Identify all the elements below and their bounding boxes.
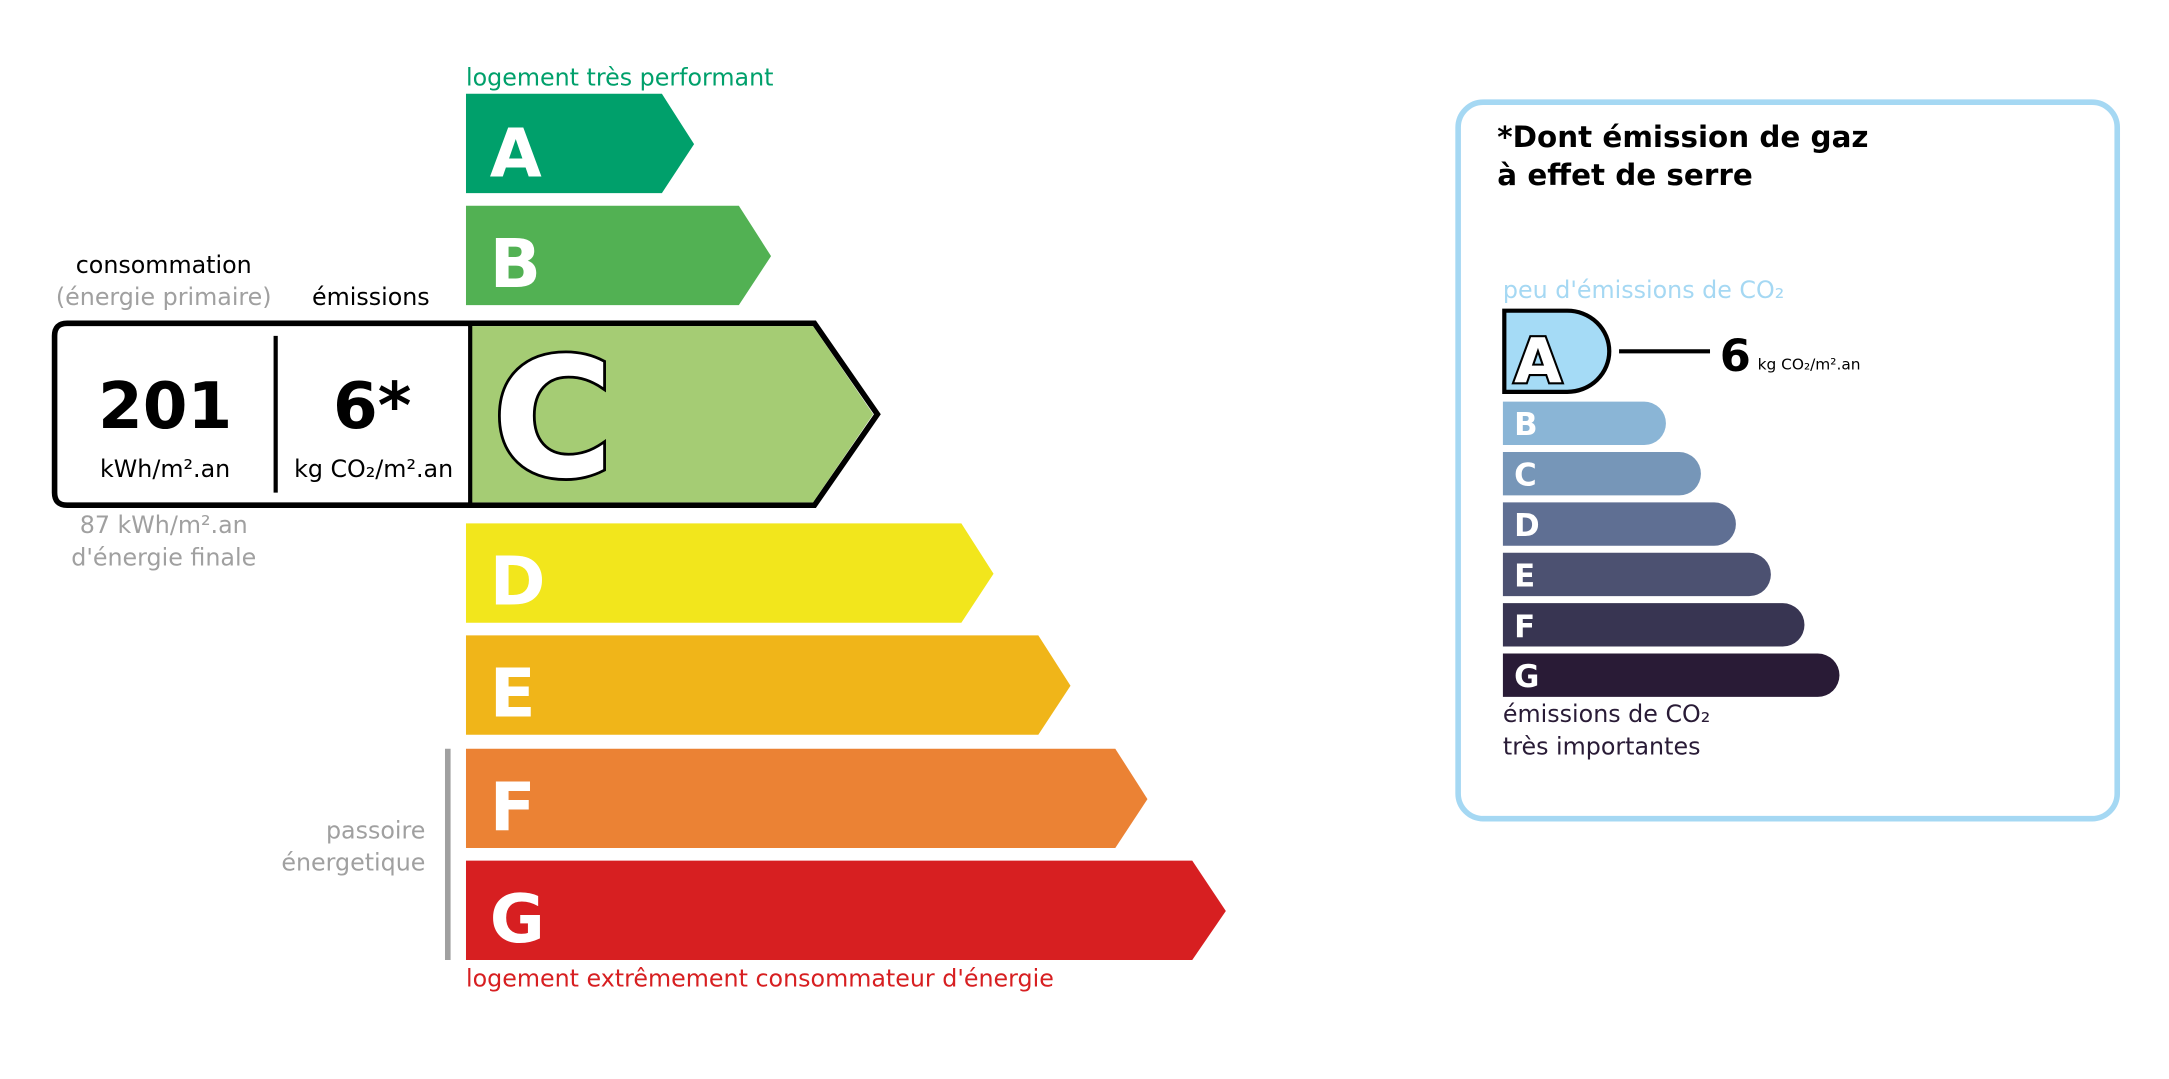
- dpe-bar-f-shape: [465, 748, 1148, 849]
- ges-bar-f: F: [1502, 603, 1805, 647]
- consumption-unit: kWh/m².an: [100, 455, 230, 483]
- ges-value: 6: [1720, 329, 1751, 382]
- consumption-value: 201: [98, 369, 232, 444]
- ges-top-label: peu d'émissions de CO₂: [1503, 276, 1784, 304]
- dpe-bar-g-shape: [465, 860, 1226, 961]
- ges-bar-b: B: [1502, 401, 1666, 446]
- ges-bar-e-shape: [1502, 552, 1771, 597]
- dpe-current-class: C 201 kWh/m².an 6* kg CO₂/m².an: [51, 320, 881, 518]
- ges-bar-d: D: [1502, 502, 1736, 546]
- ges-bottom-label-line1: émissions de CO₂: [1503, 700, 1710, 728]
- dpe-bar-e: E: [465, 635, 1071, 735]
- ges-bar-c: C: [1502, 452, 1701, 496]
- ges-bar-g: G: [1502, 653, 1840, 697]
- consumption-label: consommation: [76, 251, 252, 279]
- final-energy-label: d'énergie finale: [71, 543, 256, 571]
- dpe-bar-g: G: [465, 860, 1226, 961]
- emissions-value: 6*: [333, 369, 411, 444]
- passoire-label-line1: passoire: [326, 816, 425, 844]
- ges-bar-f-shape: [1502, 603, 1805, 647]
- dpe-bar-a-letter: A: [490, 114, 542, 192]
- dpe-bar-b-shape: [465, 205, 772, 306]
- dpe-bar-f-letter: F: [490, 768, 536, 846]
- dpe-bar-g-letter: G: [490, 880, 545, 958]
- dpe-bar-a: A: [465, 93, 695, 194]
- ges-bar-c-letter: C: [1514, 458, 1537, 494]
- dpe-bar-d-letter: D: [490, 543, 546, 621]
- dpe-bar-d-shape: [465, 523, 994, 623]
- ges-bottom-label-line2: très importantes: [1503, 732, 1701, 760]
- ges-panel: *Dont émission de gaz à effet de serre p…: [1455, 99, 2121, 822]
- ges-bar-a-shape: [1502, 308, 1612, 394]
- ges-title-line2: à effet de serre: [1497, 158, 1752, 192]
- ges-bar-a-letter: A: [1514, 325, 1562, 397]
- ges-bar-c-shape: [1502, 452, 1701, 496]
- ges-bar-b-letter: B: [1514, 407, 1537, 443]
- dpe-bar-b-letter: B: [490, 225, 541, 303]
- dpe-bar-c-shape: [470, 326, 874, 503]
- dpe-bar-a-shape: [465, 93, 695, 194]
- ges-bar-e: E: [1502, 552, 1771, 597]
- ges-title-line1: *Dont émission de gaz: [1497, 120, 1868, 154]
- dpe-bottom-label: logement extrêmement consommateur d'éner…: [466, 965, 1054, 993]
- emissions-unit: kg CO₂/m².an: [294, 455, 453, 483]
- dpe-bar-b: B: [465, 205, 772, 306]
- ges-bar-e-letter: E: [1514, 558, 1535, 594]
- final-energy-value: 87 kWh/m².an: [80, 511, 248, 539]
- ges-bar-g-shape: [1502, 653, 1840, 697]
- ges-bar-b-shape: [1502, 401, 1666, 446]
- dpe-bar-d: D: [465, 523, 994, 623]
- ges-bar-d-shape: [1502, 502, 1736, 546]
- ges-bar-f-letter: F: [1514, 609, 1535, 645]
- dpe-bar-f: F: [465, 748, 1148, 849]
- ges-unit: kg CO₂/m².an: [1758, 355, 1861, 373]
- dpe-bar-c-letter: C: [493, 323, 614, 515]
- passoire-label-line2: énergetique: [281, 848, 425, 876]
- consumption-sublabel: (énergie primaire): [56, 283, 272, 311]
- dpe-bar-e-letter: E: [490, 655, 536, 733]
- emissions-label: émissions: [312, 283, 430, 311]
- dpe-top-label: logement très performant: [466, 63, 774, 91]
- ges-bar-a: A 6 kg CO₂/m².an: [1502, 308, 1861, 399]
- dpe-bar-e-shape: [465, 635, 1071, 735]
- ges-bar-g-letter: G: [1514, 659, 1539, 695]
- ges-bar-d-letter: D: [1514, 508, 1540, 544]
